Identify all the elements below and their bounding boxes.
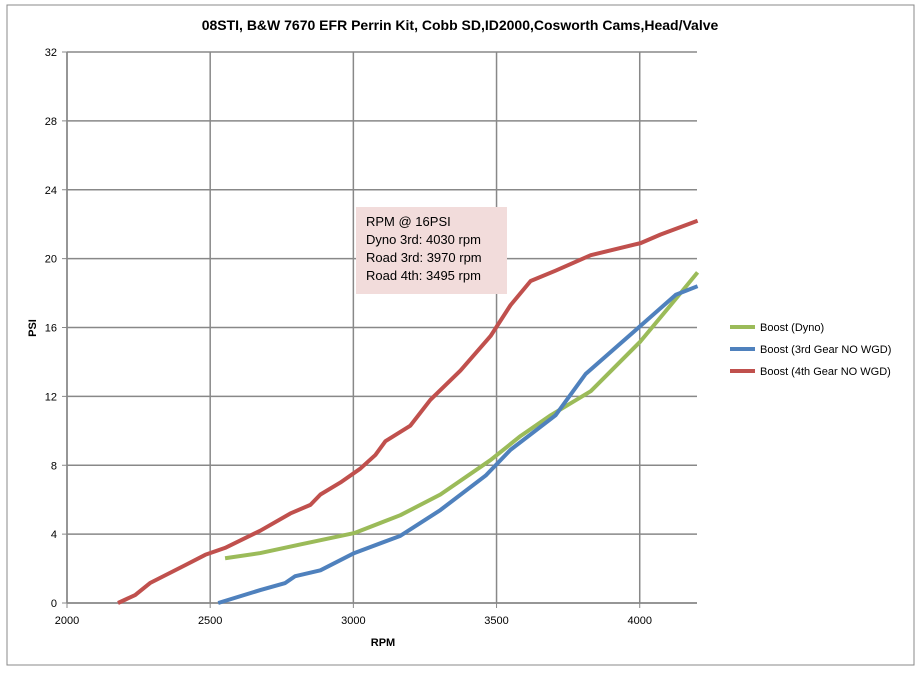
legend-label: Boost (3rd Gear NO WGD) (760, 344, 891, 356)
annotation-line: Dyno 3rd: 4030 rpm (366, 232, 481, 247)
series-line-1 (224, 271, 700, 561)
x-axis-label: RPM (371, 637, 395, 649)
chart-border (6, 4, 915, 666)
y-tick-label: 8 (51, 460, 57, 472)
y-tick-label: 12 (45, 391, 57, 403)
x-tick-label: 2500 (198, 615, 222, 627)
y-tick-label: 0 (51, 598, 57, 610)
y-tick-label: 24 (45, 185, 57, 197)
series-line-3 (117, 218, 699, 605)
x-tick-label: 3500 (484, 615, 508, 627)
y-tick-label: 20 (45, 254, 57, 266)
x-tick-label: 4000 (627, 615, 651, 627)
y-tick-label: 28 (45, 116, 57, 128)
annotation-line: Road 4th: 3495 rpm (366, 268, 481, 283)
y-tick-label: 16 (45, 323, 57, 335)
chart-title: 08STI, B&W 7670 EFR Perrin Kit, Cobb SD,… (202, 17, 719, 33)
annotation-line: RPM @ 16PSI (366, 214, 451, 229)
annotation-box (356, 207, 507, 294)
legend-label: Boost (4th Gear NO WGD) (760, 366, 891, 378)
legend-label: Boost (Dyno) (760, 322, 824, 334)
x-tick-label: 2000 (55, 615, 79, 627)
y-tick-label: 4 (51, 529, 57, 541)
annotation-line: Road 3rd: 3970 rpm (366, 250, 482, 265)
x-tick-label: 3000 (341, 615, 365, 627)
y-tick-label: 32 (45, 47, 57, 59)
series-line-2 (217, 284, 699, 605)
y-axis-label: PSI (27, 319, 39, 337)
